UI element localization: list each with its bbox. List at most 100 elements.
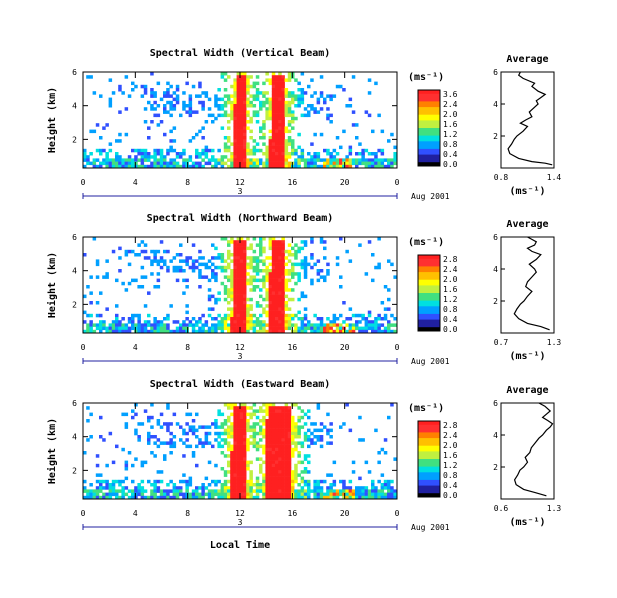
heatmap-cell <box>201 126 205 130</box>
avg-y-tick-label: 2 <box>493 297 498 306</box>
heatmap-cell <box>233 438 237 442</box>
heatmap-cell <box>243 256 247 260</box>
heatmap-cell <box>265 78 269 82</box>
colorbar-segment <box>418 120 440 123</box>
heatmap-cell <box>239 265 244 270</box>
heatmap-cell <box>265 288 269 292</box>
heatmap-cell <box>303 483 308 487</box>
heatmap-cell <box>143 304 148 308</box>
heatmap-cell <box>220 483 225 487</box>
heatmap-cell <box>211 269 215 273</box>
heatmap-cell <box>115 158 119 162</box>
heatmap-cell <box>99 483 103 487</box>
heatmap-cell <box>287 94 292 98</box>
heatmap-cell <box>137 486 141 490</box>
heatmap-cell <box>275 84 279 89</box>
heatmap-cell <box>211 326 215 331</box>
heatmap-cell <box>319 492 324 497</box>
heatmap-cell <box>271 313 276 318</box>
heatmap-cell <box>300 470 305 474</box>
colorbar-tick-label: 0.0 <box>443 160 458 169</box>
heatmap-cell <box>278 447 282 452</box>
heatmap-cell <box>223 470 228 474</box>
heatmap-cell <box>313 152 317 156</box>
heatmap-cell <box>271 72 276 76</box>
heatmap-cell <box>243 489 247 493</box>
heatmap-cell <box>153 320 157 324</box>
heatmap-cell <box>243 272 247 276</box>
heatmap-cell <box>236 329 241 334</box>
heatmap-cell <box>393 155 397 159</box>
heatmap-cell <box>236 278 241 283</box>
heatmap-cell <box>383 492 388 497</box>
heatmap-cell <box>300 444 305 449</box>
heatmap-cell <box>233 326 237 331</box>
heatmap-cell <box>268 110 273 114</box>
heatmap-cell <box>153 441 157 445</box>
heatmap-cell <box>95 489 100 493</box>
heatmap-cell <box>303 113 308 118</box>
heatmap-cell <box>287 441 292 445</box>
heatmap-cell <box>89 489 93 493</box>
heatmap-cell <box>355 164 359 169</box>
heatmap-cell <box>319 269 324 273</box>
heatmap-cell <box>345 329 349 334</box>
heatmap-cell <box>211 262 215 267</box>
heatmap-cell <box>367 310 372 315</box>
heatmap-cell <box>143 88 148 92</box>
heatmap-cell <box>195 463 199 468</box>
heatmap-cell <box>268 237 273 241</box>
heatmap-cell <box>364 110 369 114</box>
heatmap-cell <box>326 272 330 276</box>
heatmap-cell <box>271 84 276 89</box>
heatmap-cell <box>188 495 193 500</box>
heatmap-cell <box>102 495 106 500</box>
heatmap-cell <box>188 104 193 108</box>
heatmap-cell <box>243 428 247 433</box>
heatmap-cell <box>380 301 385 305</box>
y-tick-label: 2 <box>72 466 77 475</box>
heatmap-cell <box>284 113 289 118</box>
heatmap-cell <box>143 243 148 247</box>
heatmap-cell <box>278 301 282 305</box>
heatmap-cell <box>140 84 145 89</box>
heatmap-cell <box>380 323 385 327</box>
heatmap-cell <box>278 253 282 257</box>
heatmap-cell <box>201 486 205 490</box>
x-tick-label: 0 <box>81 343 86 352</box>
heatmap-cell <box>383 483 388 487</box>
heatmap-cell <box>217 313 221 318</box>
heatmap-cell <box>188 155 193 159</box>
heatmap-cell <box>220 107 225 111</box>
heatmap-cell <box>95 259 100 263</box>
heatmap-cell <box>166 161 170 166</box>
heatmap-cell <box>287 100 292 105</box>
heatmap-cell <box>169 100 173 105</box>
heatmap-cell <box>99 495 103 500</box>
heatmap-cell <box>182 329 186 334</box>
heatmap-cell <box>246 326 250 331</box>
heatmap-cell <box>121 495 125 500</box>
heatmap-cell <box>252 441 257 445</box>
heatmap-cell <box>265 451 269 455</box>
heatmap-cell <box>163 329 167 334</box>
heatmap-cell <box>246 313 250 318</box>
heatmap-cell <box>268 256 273 260</box>
heatmap-cell <box>284 454 289 458</box>
heatmap-cell <box>150 329 154 334</box>
heatmap-cell <box>271 467 276 471</box>
heatmap-cell <box>233 479 237 484</box>
colorbar-segment <box>418 101 440 104</box>
heatmap-cell <box>227 313 231 318</box>
heatmap-cell <box>281 294 285 299</box>
heatmap-cell <box>246 91 250 95</box>
heatmap-cell <box>262 91 266 95</box>
heatmap-cell <box>236 326 241 331</box>
heatmap-cell <box>185 495 189 500</box>
heatmap-cell <box>271 129 276 134</box>
heatmap-cell <box>236 473 241 477</box>
heatmap-cell <box>137 422 141 426</box>
heatmap-cell <box>291 275 295 279</box>
heatmap-cell <box>188 139 193 143</box>
heatmap-cell <box>134 428 138 433</box>
